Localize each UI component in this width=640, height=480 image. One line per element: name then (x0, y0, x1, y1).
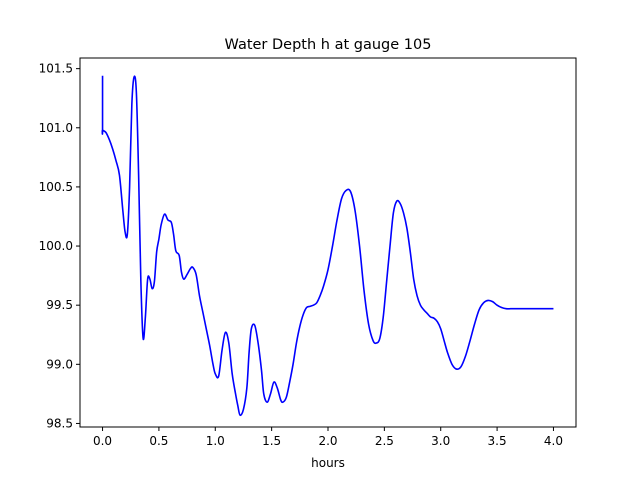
x-tick-label: 4.0 (544, 434, 563, 448)
x-tick-label: 0.5 (149, 434, 168, 448)
chart-title: Water Depth h at gauge 105 (225, 37, 432, 53)
x-axis-label: hours (311, 456, 345, 470)
x-tick-label: 2.0 (318, 434, 337, 448)
y-tick-label: 101.0 (39, 121, 73, 135)
y-tick-label: 100.5 (39, 180, 73, 194)
x-tick-label: 0.0 (93, 434, 112, 448)
x-tick-label: 3.0 (431, 434, 450, 448)
y-tick-label: 100.0 (39, 239, 73, 253)
x-tick-label: 3.5 (488, 434, 507, 448)
x-tick-label: 2.5 (375, 434, 394, 448)
series-layer (101, 75, 554, 417)
y-tick-label: 101.5 (39, 62, 73, 76)
y-tick-label: 98.5 (46, 416, 73, 430)
y-tick-label: 99.5 (46, 298, 73, 312)
plot-area (80, 58, 576, 427)
y-tick-label: 99.0 (46, 357, 73, 371)
axes-frame (79, 57, 577, 428)
x-axis-ticks: 0.0 0.5 1.0 1.5 2.0 2.5 3.0 3.5 4.0 (93, 427, 563, 448)
series-line-0 (101, 75, 554, 417)
y-axis-ticks: 98.5 99.0 99.5 100.0 100.5 101.0 101.5 (39, 62, 80, 430)
x-tick-label: 1.0 (206, 434, 225, 448)
x-tick-label: 1.5 (262, 434, 281, 448)
